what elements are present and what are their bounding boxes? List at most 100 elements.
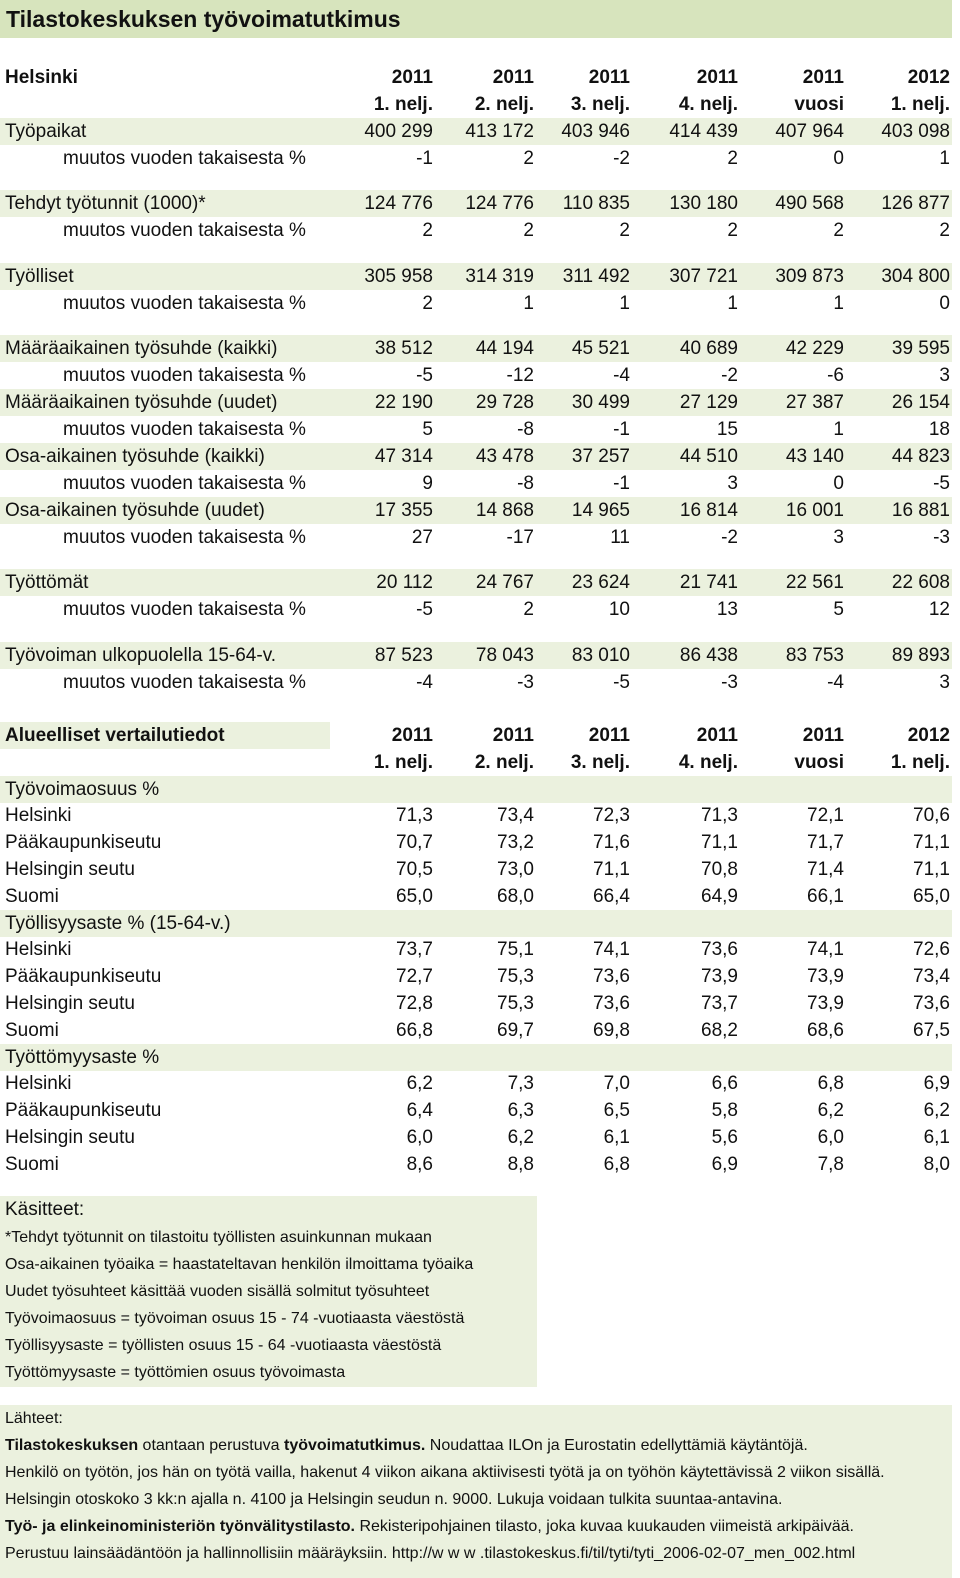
column-year: 2011 (802, 67, 844, 88)
value-cell: 75,3 (497, 966, 534, 987)
page-title: Tilastokeskuksen työvoimatutkimus (0, 0, 952, 38)
group-heading-row: Työvoimaosuus % (0, 776, 952, 803)
data-row: Osa-aikainen työsuhde (kaikki) 47 314 43 4… (0, 443, 952, 470)
value-cell: 6,3 (507, 1100, 534, 1121)
value-cell: 24 767 (475, 572, 534, 593)
value-cell: 15 (716, 419, 738, 440)
column-year: 2011 (391, 67, 433, 88)
value-cell: 69,7 (497, 1020, 534, 1041)
value-cell: 6,9 (923, 1073, 950, 1094)
column-period: 4. nelj. (678, 752, 738, 773)
value-cell: -5 (613, 672, 630, 693)
value-cell: 78 043 (475, 645, 534, 666)
row-label: Määräaikainen työsuhde (uudet) (5, 392, 278, 413)
row-label: Osa-aikainen työsuhde (kaikki) (5, 446, 265, 467)
value-cell: 73,7 (701, 993, 738, 1014)
value-cell: -1 (416, 148, 433, 169)
value-cell: 44 823 (891, 446, 950, 467)
value-cell: 6,2 (817, 1100, 844, 1121)
value-cell: 72,1 (807, 805, 844, 826)
row-label: muutos vuoden takaisesta % (63, 473, 306, 494)
value-cell: 1 (523, 293, 534, 314)
column-year: 2011 (391, 725, 433, 746)
header-row-years: Alueelliset vertailutiedot 2011 2011 2011 20… (0, 722, 952, 749)
value-cell: 13 (716, 599, 738, 620)
value-cell: 71,1 (913, 859, 950, 880)
column-period: 4. nelj. (678, 94, 738, 115)
value-cell: 7,0 (603, 1073, 630, 1094)
definition-line: Työttömyysaste = työttömien osuus työvoi… (5, 1364, 346, 1381)
value-cell: 71,1 (701, 832, 738, 853)
value-cell: 400 299 (364, 121, 433, 142)
value-cell: 403 946 (561, 121, 630, 142)
row-label: Työttömät (5, 572, 89, 593)
value-cell: 6,2 (507, 1127, 534, 1148)
definitions-box (0, 1196, 537, 1387)
data-row: Helsingin seutu 6,0 6,2 6,1 5,6 6,0 6,1 (0, 1124, 952, 1151)
value-cell: 87 523 (374, 645, 433, 666)
change-row: muutos vuoden takaisesta % 9 -8 -1 3 0 -5 (0, 470, 952, 497)
column-period: 1. nelj. (373, 752, 433, 773)
value-cell: 14 868 (475, 500, 534, 521)
value-cell: 2 (727, 220, 738, 241)
source-name: Tilastokeskuksen (5, 1437, 139, 1454)
value-cell: 68,6 (807, 1020, 844, 1041)
source-text: Noudattaa ILOn ja Eurostatin edellyttämi… (425, 1437, 808, 1454)
value-cell: 1 (619, 293, 630, 314)
column-period: 3. nelj. (570, 752, 630, 773)
row-label: muutos vuoden takaisesta % (63, 527, 306, 548)
value-cell: 1 (833, 293, 844, 314)
value-cell: 64,9 (701, 886, 738, 907)
value-cell: 65,0 (396, 886, 433, 907)
column-period: 2. nelj. (474, 752, 534, 773)
value-cell: 6,0 (406, 1127, 433, 1148)
value-cell: 6,4 (406, 1100, 433, 1121)
value-cell: 22 561 (785, 572, 844, 593)
value-cell: 23 624 (571, 572, 630, 593)
row-label: Helsingin seutu (5, 859, 135, 880)
value-cell: -5 (933, 473, 950, 494)
sources-box (0, 1405, 952, 1578)
value-cell: 6,1 (603, 1127, 630, 1148)
value-cell: 16 814 (679, 500, 738, 521)
row-label: muutos vuoden takaisesta % (63, 599, 306, 620)
value-cell: 126 877 (881, 193, 950, 214)
column-period: vuosi (794, 94, 844, 115)
value-cell: -5 (416, 365, 433, 386)
data-row: Helsingin seutu 70,5 73,0 71,1 70,8 71,4 71,1 (0, 856, 952, 883)
value-cell: 124 776 (465, 193, 534, 214)
column-period: vuosi (794, 752, 844, 773)
value-cell: 68,2 (701, 1020, 738, 1041)
data-row: Tehdyt työtunnit (1000)* 124 776 124 776 11… (0, 190, 952, 217)
value-cell: 314 319 (465, 266, 534, 287)
value-cell: 2 (523, 220, 534, 241)
value-cell: 6,8 (817, 1073, 844, 1094)
value-cell: 30 499 (571, 392, 630, 413)
value-cell: 72,8 (396, 993, 433, 1014)
group-heading-row: Työttömyysaste % (0, 1044, 952, 1071)
value-cell: 307 721 (669, 266, 738, 287)
value-cell: 37 257 (571, 446, 630, 467)
value-cell: 73,6 (913, 993, 950, 1014)
section-header-background (0, 722, 330, 749)
value-cell: -4 (416, 672, 433, 693)
value-cell: 74,1 (593, 939, 630, 960)
definition-line: Työllisyysaste = työllisten osuus 15 - 6… (5, 1337, 442, 1354)
data-row: Helsinki 71,3 73,4 72,3 71,3 72,1 70,6 (0, 802, 952, 829)
value-cell: 6,2 (406, 1073, 433, 1094)
value-cell: 66,4 (593, 886, 630, 907)
data-row: Määräaikainen työsuhde (kaikki) 38 512 44 … (0, 335, 952, 362)
value-cell: -5 (416, 599, 433, 620)
data-row: Suomi 66,8 69,7 69,8 68,2 68,6 67,5 (0, 1017, 952, 1044)
value-cell: 10 (608, 599, 630, 620)
value-cell: 6,8 (603, 1154, 630, 1175)
row-label: Helsingin seutu (5, 1127, 135, 1148)
value-cell: 45 521 (571, 338, 630, 359)
change-row: muutos vuoden takaisesta % -5 -12 -4 -2 -6 3 (0, 362, 952, 389)
row-label: Työvoiman ulkopuolella 15-64-v. (5, 645, 277, 666)
value-cell: -1 (613, 473, 630, 494)
row-label: Osa-aikainen työsuhde (uudet) (5, 500, 265, 521)
header-row-periods: 1. nelj. 2. nelj. 3. nelj. 4. nelj. vuosi 1. … (0, 91, 952, 118)
column-year: 2011 (492, 725, 534, 746)
value-cell: 3 (833, 527, 844, 548)
